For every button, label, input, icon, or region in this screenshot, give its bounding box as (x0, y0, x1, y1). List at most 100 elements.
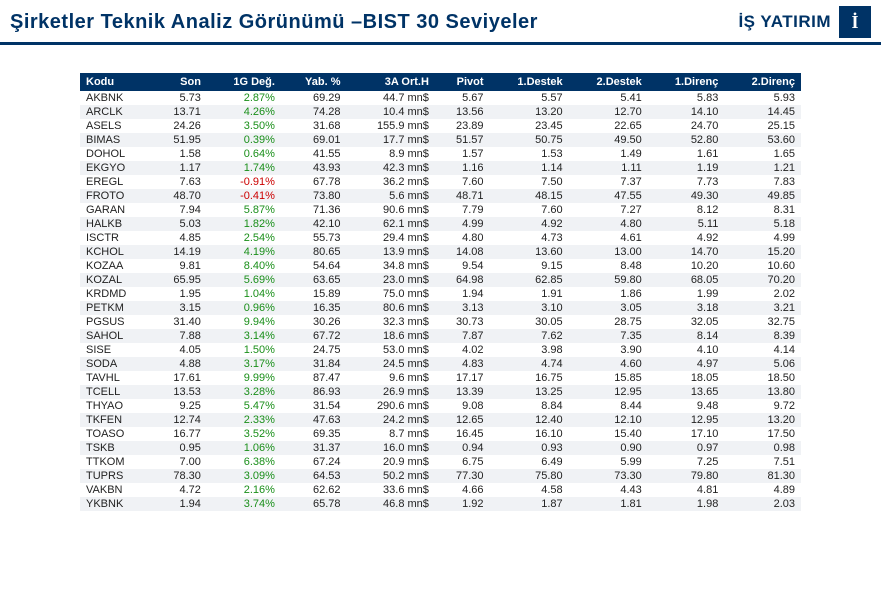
cell: 49.85 (724, 189, 801, 203)
cell: -0.91% (207, 175, 281, 189)
cell: 17.50 (724, 427, 801, 441)
cell: 77.30 (435, 469, 490, 483)
cell: 5.6 mn$ (347, 189, 435, 203)
cell: DOHOL (80, 147, 152, 161)
cell: 0.93 (490, 441, 569, 455)
table-head: KoduSon1G Değ.Yab. %3A Ort.HPivot1.Deste… (80, 73, 801, 91)
col-header: Pivot (435, 73, 490, 91)
table-row: YKBNK1.943.74%65.7846.8 mn$1.921.871.811… (80, 497, 801, 511)
cell: 24.26 (152, 119, 207, 133)
cell: 4.92 (490, 217, 569, 231)
cell: 0.95 (152, 441, 207, 455)
cell: 9.25 (152, 399, 207, 413)
cell: VAKBN (80, 483, 152, 497)
cell: 48.71 (435, 189, 490, 203)
cell: 12.70 (569, 105, 648, 119)
cell: 55.73 (281, 231, 347, 245)
cell: 24.5 mn$ (347, 357, 435, 371)
cell: 42.3 mn$ (347, 161, 435, 175)
cell: 7.73 (648, 175, 725, 189)
cell: 31.37 (281, 441, 347, 455)
cell: 5.87% (207, 203, 281, 217)
table-row: TAVHL17.619.99%87.479.6 mn$17.1716.7515.… (80, 371, 801, 385)
cell: 1.65 (724, 147, 801, 161)
col-header: 2.Destek (569, 73, 648, 91)
cell: EREGL (80, 175, 152, 189)
cell: 18.6 mn$ (347, 329, 435, 343)
cell: 2.54% (207, 231, 281, 245)
col-header: Yab. % (281, 73, 347, 91)
cell: 1.92 (435, 497, 490, 511)
cell: 17.7 mn$ (347, 133, 435, 147)
cell: 5.47% (207, 399, 281, 413)
cell: 16.0 mn$ (347, 441, 435, 455)
table-row: VAKBN4.722.16%62.6233.6 mn$4.664.584.434… (80, 483, 801, 497)
cell: 0.94 (435, 441, 490, 455)
cell: 7.35 (569, 329, 648, 343)
cell: 16.77 (152, 427, 207, 441)
cell: 14.08 (435, 245, 490, 259)
cell: 33.6 mn$ (347, 483, 435, 497)
cell: 15.40 (569, 427, 648, 441)
cell: 5.41 (569, 91, 648, 105)
cell: 25.15 (724, 119, 801, 133)
table-row: EKGYO1.171.74%43.9342.3 mn$1.161.141.111… (80, 161, 801, 175)
cell: 5.83 (648, 91, 725, 105)
cell: GARAN (80, 203, 152, 217)
cell: 1.53 (490, 147, 569, 161)
cell: 29.4 mn$ (347, 231, 435, 245)
table-row: ISCTR4.852.54%55.7329.4 mn$4.804.734.614… (80, 231, 801, 245)
col-header: 3A Ort.H (347, 73, 435, 91)
col-header: Son (152, 73, 207, 91)
table-row: TCELL13.533.28%86.9326.9 mn$13.3913.2512… (80, 385, 801, 399)
col-header: 1.Direnç (648, 73, 725, 91)
cell: 4.85 (152, 231, 207, 245)
cell: 9.48 (648, 399, 725, 413)
cell: 7.79 (435, 203, 490, 217)
cell: 3.09% (207, 469, 281, 483)
cell: TKFEN (80, 413, 152, 427)
cell: 28.75 (569, 315, 648, 329)
brand-logo-icon: İ (839, 6, 871, 38)
table-row: THYAO9.255.47%31.54290.6 mn$9.088.848.44… (80, 399, 801, 413)
cell: 6.49 (490, 455, 569, 469)
table-row: SODA4.883.17%31.8424.5 mn$4.834.744.604.… (80, 357, 801, 371)
cell: 9.08 (435, 399, 490, 413)
cell: 16.35 (281, 301, 347, 315)
cell: 5.69% (207, 273, 281, 287)
cell: 2.03 (724, 497, 801, 511)
cell: 8.84 (490, 399, 569, 413)
cell: 53.60 (724, 133, 801, 147)
cell: 8.44 (569, 399, 648, 413)
table-row: EREGL7.63-0.91%67.7836.2 mn$7.607.507.37… (80, 175, 801, 189)
cell: 0.96% (207, 301, 281, 315)
cell: 12.74 (152, 413, 207, 427)
cell: 69.01 (281, 133, 347, 147)
cell: 51.57 (435, 133, 490, 147)
cell: 13.65 (648, 385, 725, 399)
cell: TAVHL (80, 371, 152, 385)
cell: 7.50 (490, 175, 569, 189)
cell: 4.14 (724, 343, 801, 357)
cell: 15.20 (724, 245, 801, 259)
cell: 4.99 (724, 231, 801, 245)
cell: 13.9 mn$ (347, 245, 435, 259)
cell: 0.98 (724, 441, 801, 455)
cell: 71.36 (281, 203, 347, 217)
cell: 32.75 (724, 315, 801, 329)
cell: 4.43 (569, 483, 648, 497)
cell: 3.90 (569, 343, 648, 357)
cell: BIMAS (80, 133, 152, 147)
cell: 3.17% (207, 357, 281, 371)
cell: 63.65 (281, 273, 347, 287)
cell: 4.81 (648, 483, 725, 497)
cell: 14.70 (648, 245, 725, 259)
cell: 155.9 mn$ (347, 119, 435, 133)
cell: 86.93 (281, 385, 347, 399)
brand-text: İŞ YATIRIM (738, 12, 831, 32)
cell: 16.75 (490, 371, 569, 385)
cell: 7.94 (152, 203, 207, 217)
cell: 64.98 (435, 273, 490, 287)
cell: 46.8 mn$ (347, 497, 435, 511)
cell: 6.75 (435, 455, 490, 469)
